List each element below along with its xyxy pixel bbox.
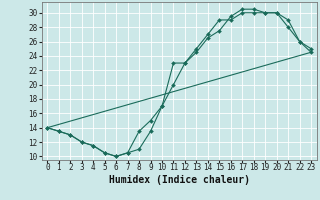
X-axis label: Humidex (Indice chaleur): Humidex (Indice chaleur) xyxy=(109,175,250,185)
